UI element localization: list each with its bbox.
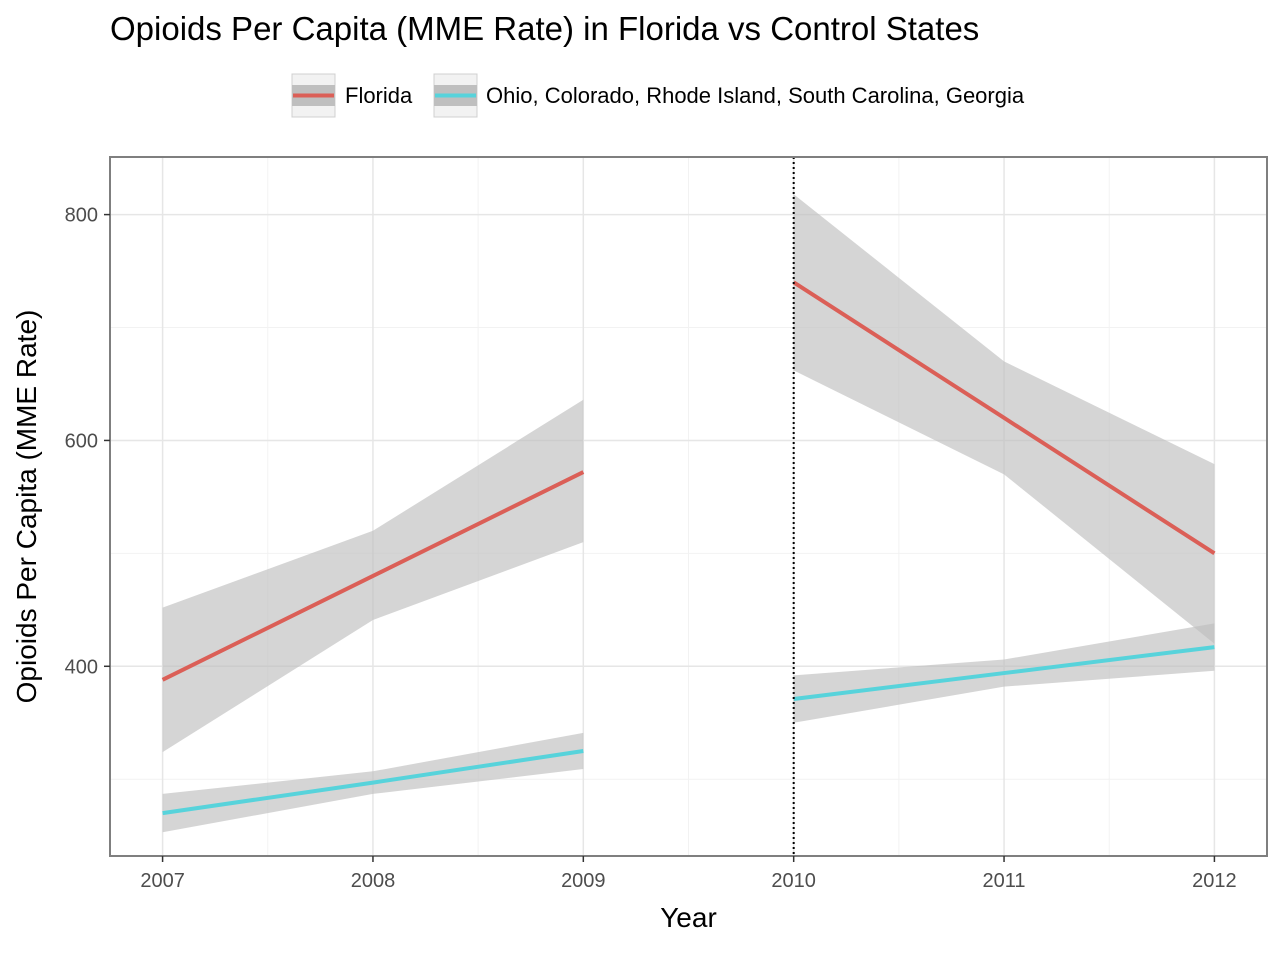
chart-title: Opioids Per Capita (MME Rate) in Florida…	[110, 10, 979, 47]
y-tick-label: 600	[65, 430, 98, 452]
x-axis-title: Year	[660, 902, 717, 933]
series-line-1-segment-0	[162, 749, 584, 816]
x-tick-label: 2010	[771, 870, 816, 892]
legend-label-florida: Florida	[345, 83, 413, 108]
x-tick-label: 2011	[983, 870, 1026, 892]
x-tick-label: 2012	[1192, 870, 1237, 892]
x-tick-label: 2007	[140, 870, 185, 892]
legend-item-florida: Florida	[291, 73, 413, 118]
series-lines	[161, 280, 1216, 816]
legend-label-control-states: Ohio, Colorado, Rhode Island, South Caro…	[486, 83, 1025, 108]
y-axis-title: Opioids Per Capita (MME Rate)	[11, 310, 42, 704]
legend-item-control-states: Ohio, Colorado, Rhode Island, South Caro…	[433, 73, 1025, 118]
series-line-0-segment-1	[792, 280, 1216, 556]
x-tick-label: 2008	[351, 870, 396, 892]
series-line-1-segment-1	[793, 645, 1215, 702]
x-axis: 2007 2008 2009 2010 2011 2012	[140, 856, 1237, 892]
y-tick-label: 800	[65, 205, 98, 227]
y-axis: 400 600 800	[65, 205, 110, 678]
y-tick-label: 400	[65, 656, 98, 678]
x-tick-label: 2009	[561, 870, 606, 892]
legend: Florida Ohio, Colorado, Rhode Island, So…	[291, 73, 1025, 118]
plot-panel	[109, 156, 1268, 857]
series-line-0-segment-0	[161, 470, 585, 682]
panel-border	[109, 156, 1268, 857]
